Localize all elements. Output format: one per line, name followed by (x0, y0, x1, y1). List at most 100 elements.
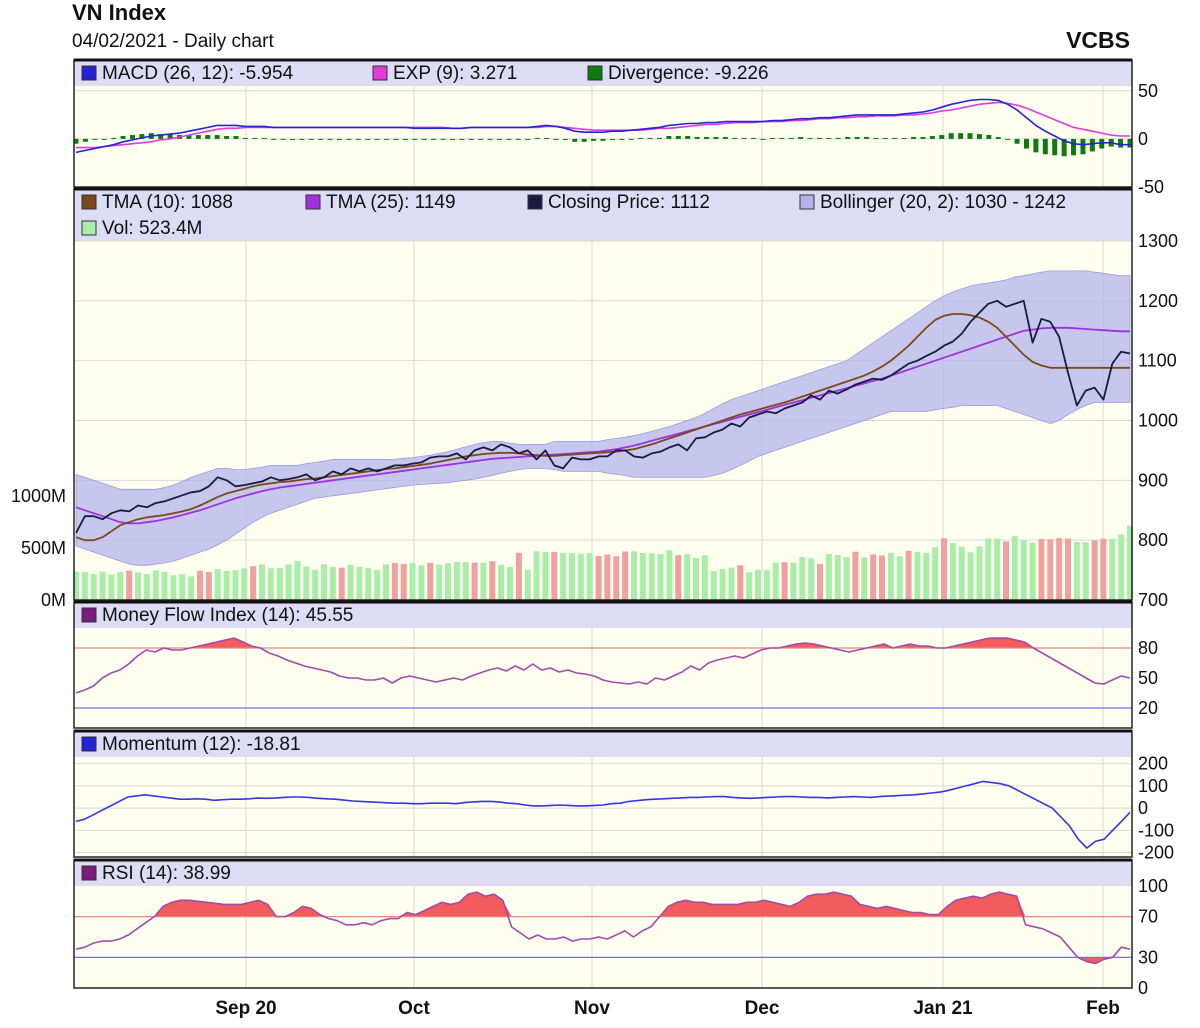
volume-bar-56 (569, 553, 575, 600)
volume-bar-41 (436, 564, 443, 600)
macd-divergence-bar-25 (308, 138, 314, 140)
volume-bar-82 (799, 557, 806, 600)
macd-divergence-bar-55 (591, 138, 597, 141)
macd-divergence-bar-61 (647, 137, 653, 139)
volume-bar-73 (719, 569, 726, 600)
macd-divergence-bar-80 (826, 137, 832, 139)
macd-divergence-bar-73 (760, 138, 766, 140)
legend-label-price-0-2: Closing Price: 1112 (548, 192, 710, 213)
volume-bar-48 (498, 564, 505, 600)
volume-ytick-1: 500M (21, 538, 66, 558)
volume-bar-19 (241, 568, 248, 600)
macd-divergence-bar-36 (412, 138, 418, 140)
volume-bar-117 (1109, 538, 1116, 600)
legend-label-mfi-0-0: Money Flow Index (14): 45.55 (102, 605, 353, 626)
mom-ytick-0: 200 (1138, 754, 1168, 774)
volume-bar-87 (843, 557, 850, 600)
macd-divergence-bar-48 (525, 138, 531, 140)
macd-divergence-bar-69 (722, 136, 728, 139)
closing-price-line (75, 299, 1131, 534)
macd-divergence-bar-24 (299, 138, 305, 140)
volume-bar-67 (666, 550, 673, 600)
volume-bar-90 (870, 554, 877, 600)
volume-bar-55 (560, 552, 567, 600)
volume-bar-43 (453, 561, 460, 600)
volume-bar-38 (409, 562, 416, 600)
macd-divergence-bar-15 (214, 135, 220, 139)
legend-swatch-price-0-2 (527, 194, 543, 210)
macd-divergence-bar-70 (732, 137, 738, 139)
legend-label-price-1-0: Vol: 523.4M (102, 218, 202, 239)
macd-divergence-bar-75 (779, 137, 785, 139)
brand-label: VCBS (1066, 27, 1130, 53)
rsi-line (75, 891, 1131, 965)
x-tick-label-5: Feb (1086, 998, 1120, 1019)
volume-bar-29 (329, 567, 336, 600)
volume-bar-84 (817, 564, 823, 600)
volume-bar-42 (445, 563, 451, 600)
macd-divergence-bar-82 (845, 136, 851, 139)
macd-divergence-bar-9 (158, 134, 164, 139)
volume-bar-104 (994, 538, 1001, 600)
mom-ytick-1: 100 (1138, 776, 1168, 796)
volume-bar-119 (1127, 525, 1133, 600)
volume-bar-95 (914, 552, 921, 600)
volume-bar-81 (790, 562, 797, 600)
mom-ytick-4: -200 (1138, 843, 1174, 863)
chart-title: VN Index (72, 0, 167, 25)
rsi-overbought-fill (76, 892, 1130, 917)
volume-bar-8 (143, 574, 150, 600)
rsi-ytick-0: 100 (1138, 876, 1168, 896)
rsi-ytick-3: 0 (1138, 978, 1148, 998)
macd-divergence-bar-19 (252, 137, 258, 139)
macd-divergence-bar-52 (562, 138, 568, 140)
macd-divergence-bar-60 (638, 137, 644, 139)
volume-bar-14 (197, 570, 203, 600)
volume-bar-30 (338, 567, 345, 600)
macd-divergence-bar-77 (798, 136, 804, 139)
volume-bar-49 (507, 567, 513, 600)
macd-divergence-bar-37 (421, 138, 427, 140)
x-tick-label-1: Oct (398, 998, 430, 1019)
volume-bar-94 (905, 550, 912, 600)
macd-divergence-bar-100 (1014, 138, 1020, 144)
volume-bar-102 (976, 546, 983, 600)
volume-bar-58 (586, 552, 593, 600)
macd-divergence-bar-91 (929, 136, 935, 139)
legend-label-mom-0-0: Momentum (12): -18.81 (102, 734, 301, 755)
macd-divergence-bar-14 (205, 135, 211, 139)
volume-bar-83 (808, 558, 815, 600)
volume-bar-2 (90, 573, 97, 600)
panel-rsi-legend-bg (74, 860, 1132, 886)
x-tick-label-0: Sep 20 (215, 998, 276, 1019)
macd-divergence-bar-5 (120, 136, 126, 139)
volume-bar-11 (170, 575, 177, 600)
volume-bar-36 (391, 562, 398, 600)
macd-divergence-bar-72 (751, 137, 757, 139)
volume-bar-45 (471, 562, 478, 600)
macd-divergence-bar-99 (1005, 138, 1011, 140)
macd-ytick-1: 0 (1138, 129, 1148, 149)
volume-bar-18 (232, 570, 239, 600)
volume-bar-70 (693, 557, 699, 600)
volume-bar-23 (276, 567, 283, 600)
legend-label-macd-0-1: EXP (9): 3.271 (393, 63, 517, 84)
volume-bar-78 (763, 570, 770, 600)
volume-bar-112 (1065, 538, 1071, 600)
volume-bar-109 (1038, 538, 1045, 600)
macd-divergence-bar-31 (365, 138, 371, 140)
volume-bar-107 (1020, 540, 1027, 600)
volume-bar-4 (108, 574, 115, 600)
volume-bar-25 (294, 560, 301, 600)
volume-bar-57 (577, 553, 584, 600)
volume-bar-96 (923, 552, 930, 600)
volume-bar-32 (356, 566, 363, 600)
volume-bar-27 (312, 569, 319, 600)
volume-bar-20 (250, 566, 257, 600)
macd-divergence-bar-56 (600, 138, 606, 141)
volume-bar-47 (489, 561, 496, 600)
macd-divergence-bar-38 (431, 138, 437, 140)
macd-divergence-bar-108 (1089, 138, 1095, 152)
volume-bar-31 (347, 564, 354, 600)
